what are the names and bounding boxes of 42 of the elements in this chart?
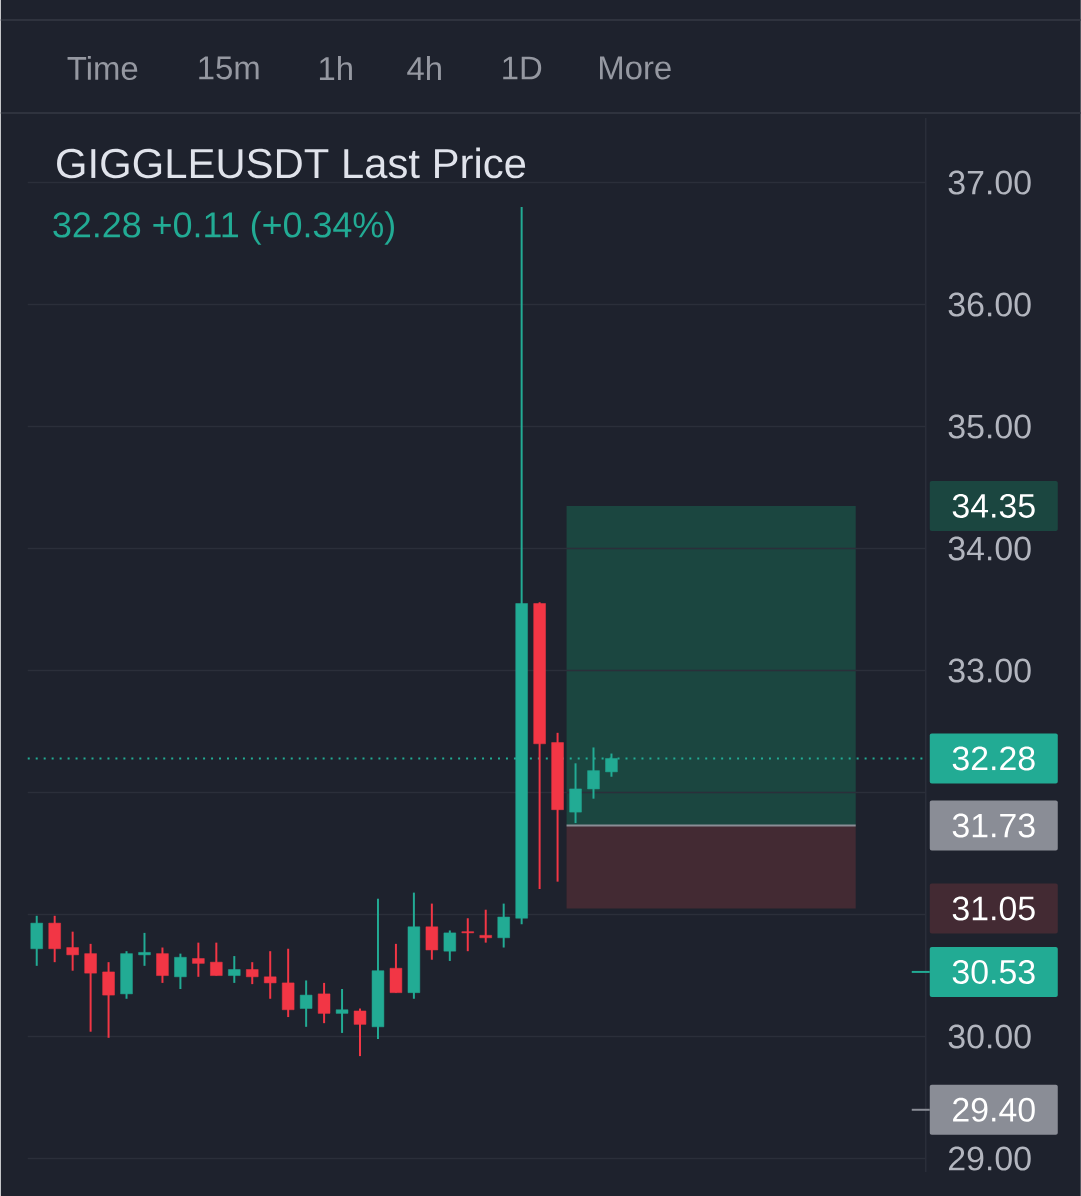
ref-line-label: 30.53 xyxy=(952,959,1035,984)
y-tick-label: 34.00 xyxy=(948,536,1031,561)
candlestick xyxy=(443,929,456,962)
candlestick xyxy=(263,950,277,1000)
candlestick xyxy=(425,902,438,961)
band-label: 34.35 xyxy=(952,493,1035,518)
ref-line-label: 29.40 xyxy=(952,1097,1035,1122)
candlestick xyxy=(497,902,510,949)
y-tick-label: 35.00 xyxy=(948,414,1031,439)
candlestick xyxy=(245,961,259,986)
ref-line-label: 32.28 xyxy=(952,746,1035,771)
candlestick xyxy=(569,762,582,825)
candlestick xyxy=(353,1007,366,1058)
candlestick xyxy=(191,941,205,978)
candlestick xyxy=(479,908,492,944)
candlestick xyxy=(317,981,331,1025)
text: 15m xyxy=(199,56,259,80)
candlestick xyxy=(102,961,115,1039)
y-tick-label: 36.00 xyxy=(948,292,1031,317)
candlestick xyxy=(174,952,187,991)
candlestick xyxy=(461,917,474,953)
candlestick xyxy=(299,979,313,1028)
text: 32.28 +0.11 (+0.34%) xyxy=(53,211,394,245)
text: More xyxy=(599,56,671,80)
candlestick xyxy=(84,942,97,1033)
candlestick xyxy=(209,941,223,977)
text: 1h xyxy=(319,56,352,80)
candlestick xyxy=(66,930,79,972)
text: Time xyxy=(67,55,137,81)
text: 4h xyxy=(406,56,441,80)
candlestick xyxy=(156,946,169,984)
y-tick-label: 37.00 xyxy=(948,170,1031,195)
candlestick xyxy=(335,988,348,1034)
ref-line-label: 31.73 xyxy=(952,813,1035,838)
text: GIGGLEUSDT Last Price xyxy=(56,147,525,179)
text: 1D xyxy=(503,56,541,80)
y-tick-label: 30.00 xyxy=(948,1024,1031,1049)
band-label: 31.05 xyxy=(952,896,1035,921)
y-tick-label: 33.00 xyxy=(948,658,1031,683)
candlestick xyxy=(138,931,151,967)
candlestick xyxy=(227,955,241,984)
y-tick-label: 29.00 xyxy=(948,1146,1031,1171)
